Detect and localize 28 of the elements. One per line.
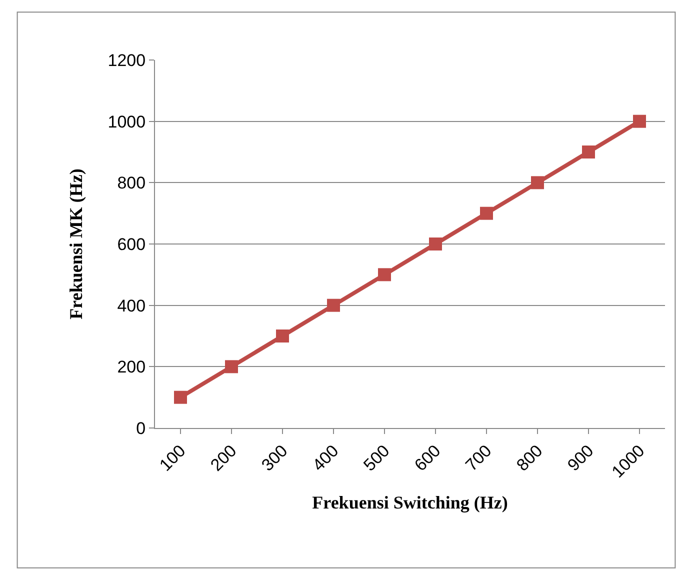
point bbox=[480, 206, 493, 220]
point bbox=[174, 390, 187, 404]
x-tick-label: 200 bbox=[206, 441, 240, 475]
x-tick-label: 500 bbox=[360, 441, 394, 475]
point bbox=[633, 114, 646, 128]
x-axis-title: Frekuensi Switching (Hz) bbox=[312, 492, 508, 513]
x-tick-label: 400 bbox=[308, 441, 342, 475]
x-tick-label: 900 bbox=[564, 441, 598, 475]
y-tick-label: 800 bbox=[117, 174, 146, 193]
y-tick-label: 0 bbox=[136, 418, 146, 438]
x-tick-label: 700 bbox=[462, 441, 496, 475]
point bbox=[429, 238, 442, 250]
x-tick-label: 600 bbox=[410, 441, 444, 475]
x-tick-label: 100 bbox=[156, 441, 190, 475]
x-tick-label: 800 bbox=[512, 441, 546, 475]
point bbox=[378, 268, 391, 282]
y-tick-label: 600 bbox=[117, 234, 146, 254]
point bbox=[276, 330, 289, 342]
y-tick-label: 200 bbox=[117, 358, 146, 377]
y-tick-label: 1200 bbox=[108, 50, 146, 70]
point bbox=[225, 360, 238, 374]
x-tick-label: 300 bbox=[258, 441, 292, 475]
point bbox=[327, 298, 340, 312]
point bbox=[582, 146, 595, 158]
y-tick-label: 1000 bbox=[108, 112, 146, 132]
y-tick-label: 400 bbox=[117, 296, 146, 316]
y-axis-title: Frekuensi MK (Hz) bbox=[66, 168, 86, 320]
point bbox=[531, 176, 544, 190]
